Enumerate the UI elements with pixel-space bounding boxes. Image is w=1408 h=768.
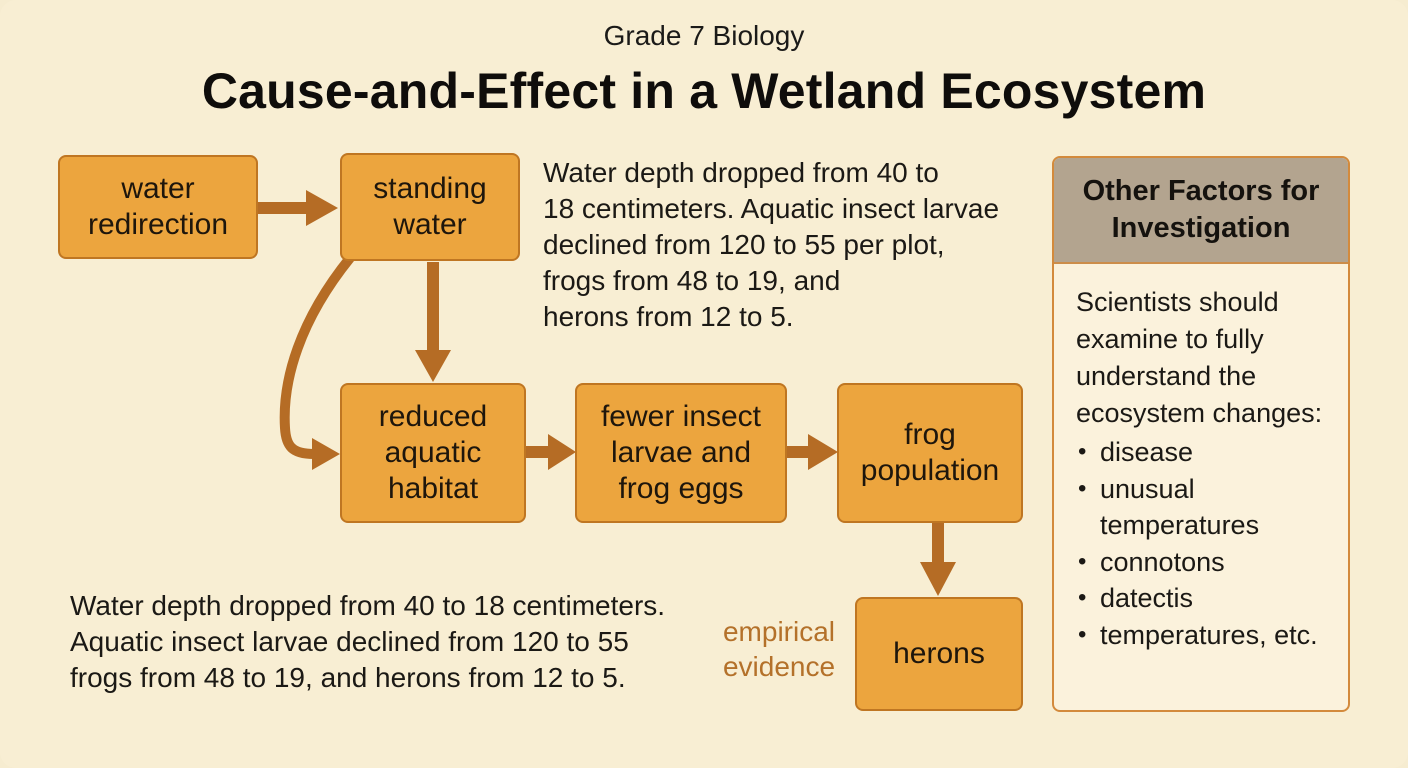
page-title: Cause-and-Effect in a Wetland Ecosystem	[201, 63, 1207, 119]
other-factors-title: Other Factors for Investigation	[1054, 158, 1348, 264]
node-water-redirection: water redirection	[58, 155, 258, 259]
arrow-habitat-to-larvae	[525, 434, 576, 470]
arrow-curve-standing-to-habitat	[279, 253, 355, 459]
node-reduced-aquatic-habitat: reduced aquatic habitat	[340, 383, 526, 523]
other-factors-panel: Other Factors for Investigation Scientis…	[1052, 156, 1350, 712]
bullet-icon: •	[1078, 620, 1087, 648]
bullet-icon: •	[1078, 474, 1087, 502]
other-factors-intro: Scientists should examine to fully under…	[1076, 287, 1323, 428]
factor-text: temperatures, etc.	[1100, 619, 1318, 650]
arrow-redirection-to-standing-water	[258, 190, 338, 226]
factor-text: connotons	[1100, 546, 1225, 577]
node-herons: herons	[855, 597, 1023, 711]
arrow-curve-head	[312, 438, 340, 470]
factor-text: datectis	[1100, 583, 1194, 613]
list-item: • unusual temperatures	[1054, 471, 1340, 544]
bullet-icon: •	[1078, 584, 1087, 611]
factor-text: unusual temperatures	[1100, 473, 1260, 541]
list-item: • disease	[1054, 434, 1340, 471]
list-item: • datectis	[1054, 580, 1340, 617]
list-item: • temperatures, etc.	[1054, 617, 1340, 654]
list-item: • connotons	[1054, 544, 1340, 581]
subtitle: Grade 7 Biology	[603, 20, 805, 51]
arrow-larvae-to-frogs	[786, 434, 838, 470]
note-bottom-evidence: Water depth dropped from 40 to 18 centim…	[70, 590, 666, 693]
node-standing-water: standing water	[340, 153, 520, 261]
arrow-standing-water-to-habitat	[415, 262, 451, 382]
note-top-evidence: Water depth dropped from 40 to 18 centim…	[543, 157, 1000, 332]
node-frog-population: frog population	[837, 383, 1023, 523]
arrow-frogs-to-herons	[920, 522, 956, 596]
empirical-evidence-label: empirical evidence	[722, 616, 836, 682]
bullet-icon: •	[1078, 438, 1087, 465]
node-fewer-insect-larvae: fewer insect larvae and frog eggs	[575, 383, 787, 523]
factor-text: disease	[1100, 437, 1194, 467]
factor-list: • disease • unusual temperatures • connoton…	[1054, 434, 1348, 653]
bullet-icon: •	[1078, 547, 1087, 575]
